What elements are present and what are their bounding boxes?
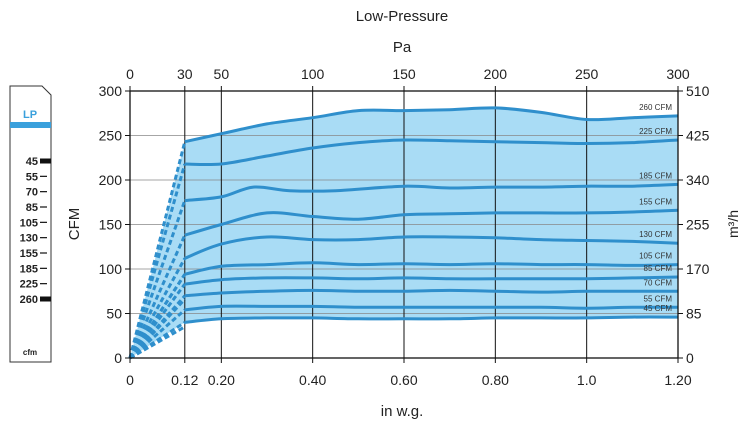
left-tick-label: 300 [99, 83, 123, 99]
top-axis-label: Pa [393, 39, 412, 56]
left-tick-label: 100 [99, 261, 123, 277]
bottom-tick-label: 0 [126, 372, 134, 388]
top-tick-label: 0 [126, 66, 134, 82]
series-label: 85 CFM [644, 264, 673, 273]
left-axis-label: CFM [66, 208, 83, 241]
series-line [184, 182, 679, 202]
series-label: 185 CFM [639, 171, 672, 180]
gauge-scale-label: 45 [26, 156, 38, 168]
gauge-scale-label: 85 [26, 202, 38, 214]
left-tick-label: 0 [114, 350, 122, 366]
top-tick-label: 100 [301, 66, 325, 82]
bottom-tick-label: 1.20 [664, 372, 691, 388]
extrapolated-dashed-line [128, 199, 187, 359]
top-tick-label: 250 [575, 66, 599, 82]
gauge-scale-label: 130 [20, 233, 38, 245]
gauge-scale-label: 225 [20, 279, 38, 291]
right-tick-label: 340 [686, 172, 710, 188]
series-label: 70 CFM [644, 278, 673, 287]
top-tick-label: 150 [392, 66, 416, 82]
bottom-tick-label: 0.20 [208, 372, 235, 388]
extrapolated-dashed-line [128, 273, 187, 359]
gauge-header: LP [23, 109, 37, 121]
flow-gauge: LP cfm 45 55 70 85 105 130 155 185 225 260 [9, 85, 52, 363]
extrapolated-dashed-line [128, 283, 187, 359]
chart-title: Low-Pressure [356, 8, 449, 25]
top-tick-label: 30 [177, 66, 193, 82]
right-tick-label: 170 [686, 261, 710, 277]
series-line [184, 138, 679, 167]
gauge-scale-label: 260 [20, 294, 38, 306]
bottom-axis-label: in w.g. [381, 403, 424, 420]
series-label: 130 CFM [639, 230, 672, 239]
gauge-unit: cfm [23, 348, 37, 357]
series-label: 105 CFM [639, 252, 672, 261]
extrapolated-dashed-line [128, 234, 187, 359]
bottom-tick-label: 1.0 [577, 372, 597, 388]
gauge-marker [40, 158, 51, 164]
series-line [184, 235, 679, 260]
gauge-scale-label: 185 [20, 263, 38, 275]
bottom-tick-label: 0.40 [299, 372, 326, 388]
left-tick-label: 200 [99, 172, 123, 188]
right-tick-label: 425 [686, 128, 710, 144]
series-label: 45 CFM [644, 304, 673, 313]
series-line [184, 208, 679, 237]
gauge-marker [40, 296, 51, 302]
top-tick-label: 200 [484, 66, 508, 82]
left-tick-label: 50 [106, 306, 122, 322]
right-tick-label: 0 [686, 350, 694, 366]
series-label: 55 CFM [644, 294, 673, 303]
series-line [184, 315, 679, 324]
gauge-frame [9, 85, 52, 363]
series-line [184, 106, 679, 144]
extrapolated-dashed-line [129, 325, 186, 360]
bottom-tick-label: 0.80 [482, 372, 509, 388]
bottom-tick-label: 0.12 [171, 372, 198, 388]
extrapolated-dashed-line [128, 163, 187, 359]
gauge-scale-label: 155 [20, 248, 38, 260]
right-tick-label: 510 [686, 83, 710, 99]
series-line [184, 275, 679, 286]
series-label: 225 CFM [639, 127, 672, 136]
series-line [184, 288, 678, 298]
top-tick-label: 50 [214, 66, 230, 82]
gauge-scale-label: 70 [26, 187, 38, 199]
series-label: 260 CFM [639, 103, 672, 112]
top-tick-label: 300 [666, 66, 690, 82]
series-line [184, 304, 679, 312]
right-axis-label: m³/h [725, 210, 741, 238]
gauge-scale-label: 105 [20, 217, 38, 229]
series-line [184, 261, 679, 276]
left-tick-label: 150 [99, 217, 123, 233]
extrapolated-dashed-line [128, 141, 187, 359]
right-tick-label: 85 [686, 306, 702, 322]
extrapolated-dashed-line [128, 298, 186, 360]
gauge-header-bar [10, 122, 51, 128]
left-tick-label: 250 [99, 128, 123, 144]
gauge-scale-label: 55 [26, 171, 38, 183]
bottom-tick-label: 0.60 [390, 372, 417, 388]
series-label: 155 CFM [639, 197, 672, 206]
right-tick-label: 255 [686, 217, 710, 233]
